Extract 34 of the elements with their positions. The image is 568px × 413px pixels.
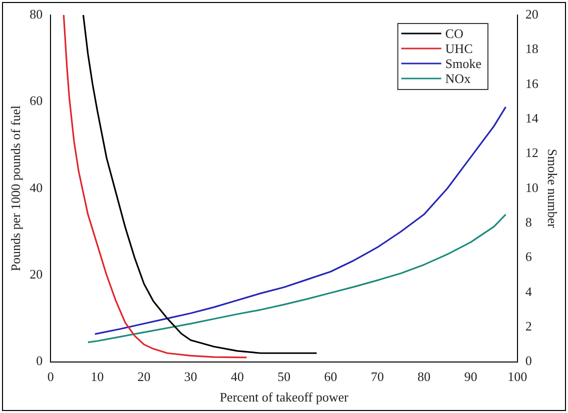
y2-tick-label: 14 (525, 110, 539, 126)
legend-label: UHC (445, 40, 473, 56)
x-tick-label: 60 (324, 369, 338, 384)
x-tick-label: 80 (418, 369, 431, 384)
y-tick-label: 0 (36, 353, 43, 368)
y2-axis-title: Smoke number (544, 148, 560, 229)
y2-tick-label: 4 (525, 284, 532, 299)
y2-tick-label: 16 (525, 76, 539, 91)
y-tick-label: 40 (30, 180, 43, 195)
legend-label: CO (445, 26, 464, 41)
y-tick-label: 60 (30, 93, 43, 108)
x-axis-title: Percent of takeoff power (220, 390, 349, 405)
y2-tick-label: 2 (525, 318, 532, 334)
x-tick-label: 40 (230, 369, 244, 384)
x-tick-label: 50 (278, 369, 290, 384)
y2-tick-label: 12 (525, 145, 538, 160)
x-tick-label: 100 (508, 369, 528, 384)
x-tick-label: 10 (90, 369, 104, 384)
x-tick-label: 70 (370, 369, 384, 384)
y2-tick-label: 20 (525, 6, 538, 22)
x-tick-label: 30 (184, 369, 198, 384)
y2-tick-label: 0 (525, 353, 532, 368)
x-tick-label: 90 (464, 369, 478, 384)
y-tick-label: 20 (30, 266, 43, 282)
y2-tick-label: 10 (525, 180, 538, 195)
y2-tick-label: 8 (525, 214, 532, 230)
y2-tick-label: 6 (525, 249, 532, 264)
y-axis-title: Pounds per 1000 pounds of fuel (8, 105, 24, 272)
y-tick-label: 80 (30, 6, 43, 22)
legend-label: NOx (445, 70, 472, 86)
x-tick-label: 0 (47, 369, 54, 384)
y2-tick-label: 18 (525, 41, 538, 56)
x-tick-label: 20 (137, 369, 150, 384)
legend-label: Smoke (445, 56, 482, 71)
